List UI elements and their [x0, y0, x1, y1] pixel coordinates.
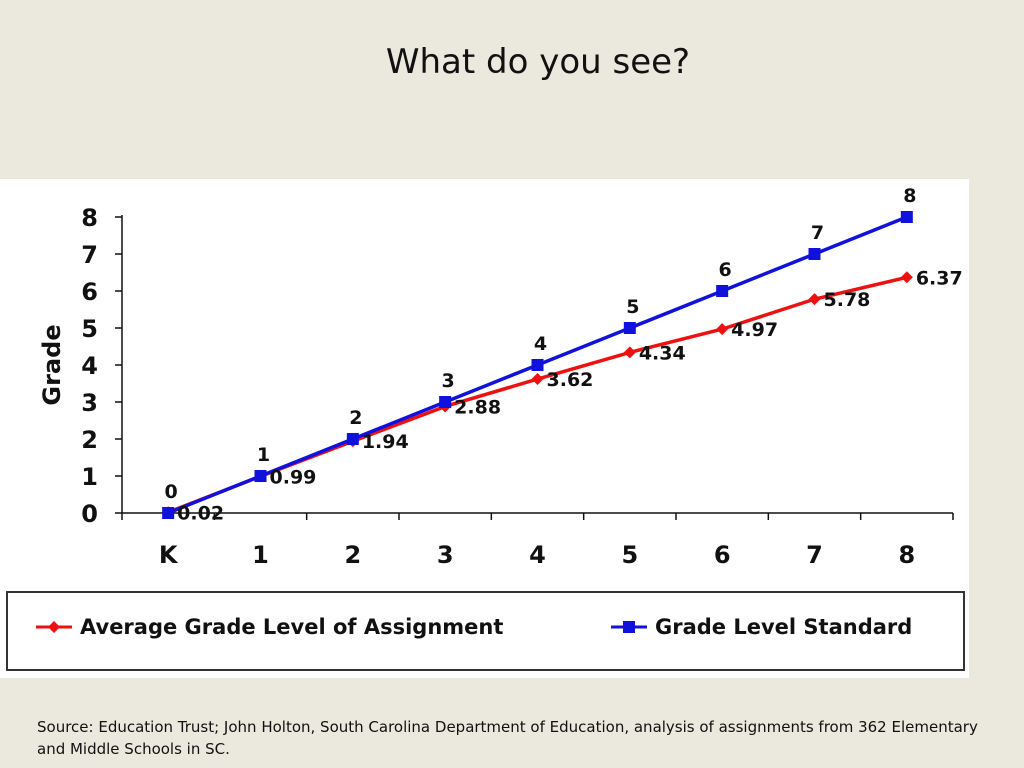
data-point-square — [439, 396, 452, 408]
data-point-square — [254, 470, 267, 482]
legend-label-average: Average Grade Level of Assignment — [80, 615, 504, 639]
data-label-average: 3.62 — [547, 369, 594, 391]
data-label-average: 2.88 — [454, 396, 501, 418]
x-tick-label: 4 — [529, 541, 546, 569]
data-label-average: 4.34 — [639, 342, 686, 364]
source-note: Source: Education Trust; John Holton, So… — [37, 718, 978, 758]
x-tick-label: 2 — [344, 541, 361, 569]
x-tick-label: 6 — [714, 541, 731, 569]
data-point-square — [808, 248, 821, 260]
y-tick-label: 2 — [81, 426, 98, 454]
data-label-standard: 7 — [811, 222, 824, 244]
x-tick-label: 3 — [437, 541, 454, 569]
legend-item-average: Average Grade Level of Assignment — [36, 615, 503, 639]
data-point-diamond — [808, 293, 821, 306]
y-tick-label: 1 — [81, 463, 98, 491]
data-label-average: 0.99 — [270, 466, 317, 488]
data-label-standard: 8 — [903, 185, 916, 207]
data-label-standard: 1 — [257, 444, 270, 466]
y-tick-label: 7 — [81, 241, 98, 269]
data-point-square — [716, 285, 729, 297]
data-label-average: 4.97 — [731, 319, 778, 341]
y-tick-label: 3 — [81, 389, 98, 417]
y-tick-label: 8 — [81, 204, 98, 232]
data-label-standard: 2 — [349, 407, 362, 429]
data-label-average: 1.94 — [362, 431, 409, 453]
y-tick-label: 0 — [81, 500, 98, 528]
y-axis-title: Grade — [38, 324, 66, 405]
y-tick-label: 6 — [81, 278, 98, 306]
data-label-average: 0.02 — [177, 502, 224, 524]
x-tick-label: 5 — [621, 541, 638, 569]
x-tick-label: K — [159, 541, 179, 569]
data-label-average: 6.37 — [916, 267, 963, 289]
x-tick-label: 7 — [806, 541, 823, 569]
legend-marker-square-icon — [611, 621, 647, 633]
data-point-square — [531, 359, 544, 371]
data-label-standard: 6 — [719, 259, 732, 281]
data-label-average: 5.78 — [824, 289, 871, 311]
data-point-diamond — [623, 346, 636, 359]
x-tick-label: 8 — [898, 541, 915, 569]
data-point-square — [162, 507, 175, 519]
legend-marker-diamond-icon — [36, 621, 72, 633]
y-tick-label: 5 — [81, 315, 98, 343]
data-label-standard: 0 — [165, 481, 178, 503]
chart-legend: Average Grade Level of Assignment Grade … — [6, 591, 965, 671]
slide-title: What do you see? — [385, 42, 691, 82]
data-label-standard: 4 — [534, 333, 547, 355]
data-label-standard: 3 — [442, 370, 455, 392]
legend-label-standard: Grade Level Standard — [655, 615, 913, 639]
data-point-diamond — [531, 373, 544, 386]
data-point-diamond — [716, 323, 729, 336]
data-point-diamond — [900, 271, 913, 284]
data-point-square — [346, 433, 359, 445]
data-point-square — [900, 211, 913, 223]
data-label-standard: 5 — [626, 296, 639, 318]
line-chart: 0 1 2 3 4 5 6 7 8 K 1 2 3 4 5 6 7 8 Grade 0.02 0.99 1.94 2.88 3… — [38, 185, 963, 569]
legend-item-standard: Grade Level Standard — [611, 615, 912, 639]
y-tick-label: 4 — [81, 352, 98, 380]
data-point-square — [623, 322, 636, 334]
x-tick-label: 1 — [252, 541, 269, 569]
